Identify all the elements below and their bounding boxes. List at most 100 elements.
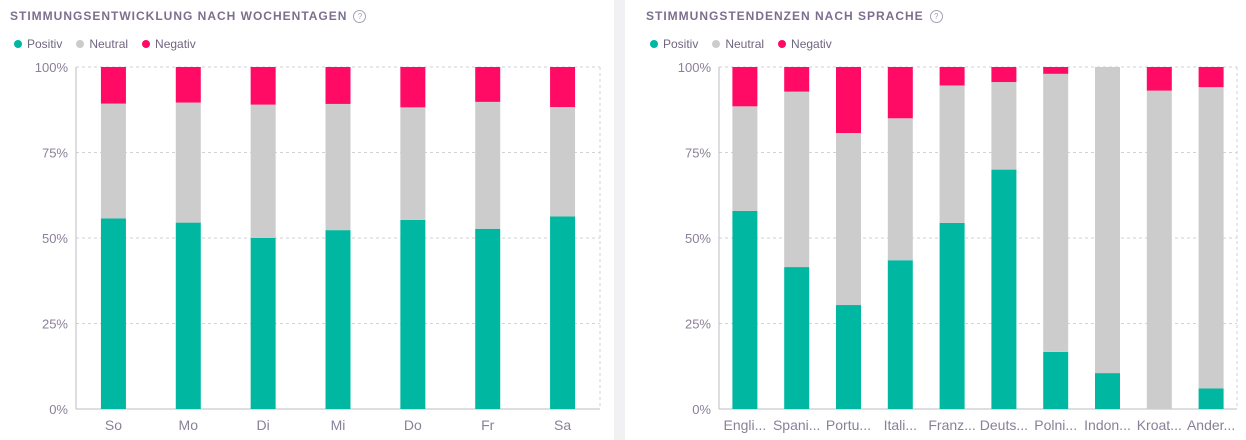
bar-segment-negativ bbox=[784, 67, 810, 92]
bar-segment-neutral bbox=[784, 91, 810, 268]
question-circle-icon[interactable]: ? bbox=[353, 9, 367, 23]
bar-segment-neutral bbox=[550, 107, 576, 217]
x-tick-label: Do bbox=[404, 417, 422, 433]
language-stacked-bar-chart: 0% 25% 50% 75% 100% Engli... Spani... Portu... I… bbox=[678, 60, 1238, 433]
bar-segment-negativ bbox=[1043, 67, 1069, 74]
bar-segment-positiv bbox=[175, 222, 201, 409]
bar-segment-positiv bbox=[939, 222, 965, 409]
bar-segment-negativ bbox=[1146, 67, 1172, 91]
x-tick-label: Polni... bbox=[1034, 417, 1077, 433]
panel-title: STIMMUNGSTENDENZEN NACH SPRACHE ? bbox=[646, 9, 943, 23]
bar-segment-positiv bbox=[475, 228, 501, 409]
legend-item-neutral[interactable]: Neutral bbox=[712, 37, 764, 51]
legend-label: Negativ bbox=[155, 37, 196, 51]
bar-segment-negativ bbox=[836, 67, 861, 134]
x-tick-label: Engli... bbox=[723, 417, 766, 433]
panel-title: STIMMUNGSENTWICKLUNG NACH WOCHENTAGEN ? bbox=[10, 9, 367, 23]
bar-segment-neutral bbox=[100, 103, 126, 219]
chart-legend: Positiv Neutral Negativ bbox=[14, 37, 196, 51]
bar-segment-positiv bbox=[400, 219, 426, 409]
x-tick-label: Mi bbox=[331, 417, 346, 433]
question-circle-icon[interactable]: ? bbox=[929, 9, 943, 23]
bar-segment-neutral bbox=[1095, 67, 1120, 374]
legend-item-negativ[interactable]: Negativ bbox=[142, 37, 196, 51]
bar-segment-neutral bbox=[1146, 90, 1172, 410]
y-tick-label: 0% bbox=[692, 402, 711, 417]
bar-segment-negativ bbox=[887, 67, 913, 119]
x-tick-label: Spani... bbox=[773, 417, 820, 433]
legend-item-neutral[interactable]: Neutral bbox=[76, 37, 128, 51]
bar-segment-positiv bbox=[836, 305, 861, 409]
y-tick-label: 75% bbox=[685, 146, 711, 161]
legend-dot bbox=[142, 40, 151, 48]
legend-label: Positiv bbox=[27, 37, 63, 51]
y-tick-label: 25% bbox=[42, 317, 68, 332]
bar-segment-neutral bbox=[887, 118, 913, 261]
bar-segment-positiv bbox=[100, 218, 126, 409]
legend-dot bbox=[778, 40, 787, 48]
bar-segment-negativ bbox=[250, 67, 276, 105]
legend-label: Neutral bbox=[89, 37, 129, 51]
bar-segment-positiv bbox=[325, 230, 351, 409]
y-tick-label: 100% bbox=[678, 60, 712, 75]
bar-segment-neutral bbox=[836, 133, 861, 306]
x-tick-label: Itali... bbox=[884, 417, 917, 433]
legend-label: Negativ bbox=[791, 37, 832, 51]
x-tick-label: Kroat... bbox=[1137, 417, 1182, 433]
bar-segment-neutral bbox=[325, 103, 351, 231]
x-tick-label: Ander... bbox=[1187, 417, 1235, 433]
bar-segment-negativ bbox=[1198, 67, 1224, 88]
y-tick-label: 50% bbox=[685, 231, 711, 246]
x-tick-label: Indon... bbox=[1084, 417, 1131, 433]
bar-segment-neutral bbox=[1198, 87, 1224, 389]
bar-segment-neutral bbox=[732, 106, 758, 211]
y-tick-label: 25% bbox=[685, 317, 711, 332]
bar-segment-neutral bbox=[475, 101, 501, 229]
x-tick-label: Franz... bbox=[928, 417, 975, 433]
legend-label: Neutral bbox=[725, 37, 765, 51]
bar-segment-negativ bbox=[100, 67, 126, 104]
bar-segment-negativ bbox=[991, 67, 1017, 83]
legend-dot bbox=[14, 40, 22, 48]
bar-segment-positiv bbox=[250, 238, 276, 409]
bar-segment-negativ bbox=[550, 67, 576, 108]
x-tick-label: Fr bbox=[481, 417, 495, 433]
legend-dot bbox=[712, 40, 721, 48]
y-tick-label: 0% bbox=[49, 402, 68, 417]
bar-segment-negativ bbox=[175, 67, 201, 103]
panel-weekday-sentiment: STIMMUNGSENTWICKLUNG NACH WOCHENTAGEN ? … bbox=[0, 0, 614, 440]
x-tick-label: Di bbox=[257, 417, 270, 433]
bar-segment-neutral bbox=[175, 102, 201, 223]
bar-segment-negativ bbox=[475, 67, 501, 102]
panel-language-sentiment: STIMMUNGSTENDENZEN NACH SPRACHE ? Positi… bbox=[625, 0, 1246, 440]
bar-segment-positiv bbox=[887, 260, 913, 409]
legend-item-negativ[interactable]: Negativ bbox=[778, 37, 832, 51]
bar-segment-neutral bbox=[1043, 73, 1069, 352]
bar-segment-positiv bbox=[732, 210, 758, 409]
bar-segment-negativ bbox=[939, 67, 965, 86]
legend-item-positiv[interactable]: Positiv bbox=[14, 37, 62, 51]
legend-label: Positiv bbox=[663, 37, 699, 51]
bar-segment-positiv bbox=[1043, 351, 1069, 409]
chart-title: STIMMUNGSENTWICKLUNG NACH WOCHENTAGEN bbox=[10, 9, 348, 23]
legend-item-positiv[interactable]: Positiv bbox=[650, 37, 698, 51]
bar-segment-neutral bbox=[400, 107, 426, 220]
chart-title: STIMMUNGSTENDENZEN NACH SPRACHE bbox=[646, 9, 924, 23]
chart-legend: Positiv Neutral Negativ bbox=[650, 37, 832, 51]
bar-segment-neutral bbox=[939, 85, 965, 223]
bar-segment-positiv bbox=[1095, 373, 1120, 409]
x-tick-label: Deuts... bbox=[980, 417, 1028, 433]
weekday-stacked-bar-chart: 0% 25% 50% 75% 100% So Mo Di Mi Do Fr Sa bbox=[35, 60, 601, 433]
bar-segment-positiv bbox=[1198, 388, 1224, 409]
bar-segment-positiv bbox=[550, 216, 576, 409]
x-tick-label: Mo bbox=[179, 417, 199, 433]
bar-segment-neutral bbox=[250, 104, 276, 239]
bar-segment-negativ bbox=[732, 67, 758, 107]
x-tick-label: Portu... bbox=[826, 417, 871, 433]
y-tick-label: 100% bbox=[35, 60, 69, 75]
legend-dot bbox=[76, 40, 85, 48]
bar-segment-neutral bbox=[991, 82, 1017, 170]
x-tick-label: Sa bbox=[554, 417, 571, 433]
bar-segment-negativ bbox=[325, 67, 351, 104]
y-tick-label: 75% bbox=[42, 146, 68, 161]
